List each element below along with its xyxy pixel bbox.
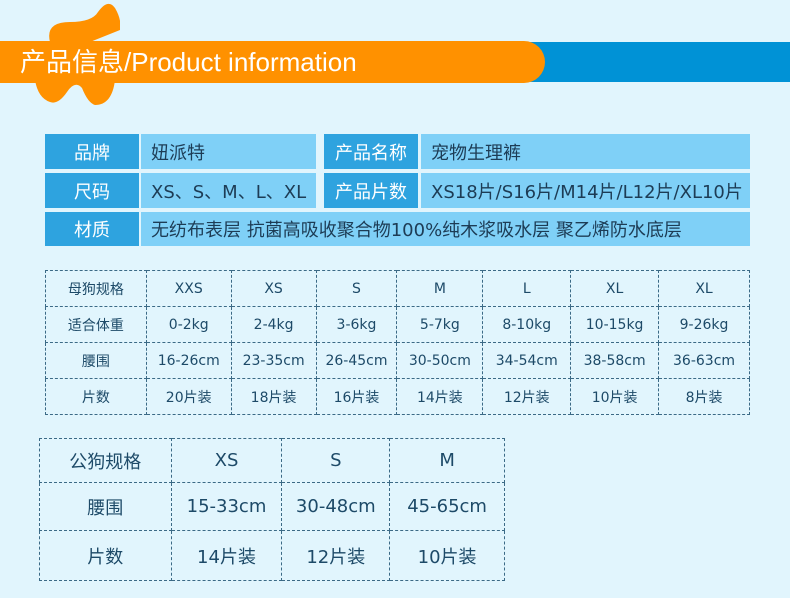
table-cell: 12片装 (482, 378, 572, 415)
table-row: 适合体重 0-2kg 2-4kg 3-6kg 5-7kg 8-10kg 10-15kg 9-2… (45, 306, 750, 343)
table-cell: XS (230, 270, 317, 307)
table-cell: 30-48cm (281, 482, 391, 531)
table-cell: 38-58cm (570, 342, 660, 379)
table-cell: 23-35cm (230, 342, 317, 379)
table-cell: 8片装 (658, 378, 750, 415)
table-cell: 45-65cm (389, 482, 505, 531)
header-orange-band (0, 41, 545, 83)
table-row: 片数 20片装 18片装 16片装 14片装 12片装 10片装 8片装 (45, 378, 750, 415)
row-header-cell: 适合体重 (45, 306, 147, 343)
table-cell: 34-54cm (482, 342, 572, 379)
table-cell: S (281, 438, 391, 483)
table-cell: 0-2kg (145, 306, 232, 343)
table-cell: 12片装 (281, 530, 391, 581)
table-cell: 16片装 (315, 378, 398, 415)
header-blue-band (520, 42, 790, 82)
table-cell: 18片装 (230, 378, 317, 415)
row-header-cell: 母狗规格 (45, 270, 147, 307)
row-header-cell: 腰围 (45, 342, 147, 379)
table-row: 母狗规格 XXS XS S M L XL XL (45, 270, 750, 307)
table-cell: M (396, 270, 484, 307)
table-row: 片数 14片装 12片装 10片装 (39, 530, 505, 581)
table-cell: 14片装 (170, 530, 283, 581)
count-value: XS18片/S16片/M14片/L12片/XL10片 (421, 173, 750, 208)
table-cell: 15-33cm (170, 482, 283, 531)
table-row: 腰围 15-33cm 30-48cm 45-65cm (39, 482, 505, 531)
table-cell: XXS (145, 270, 232, 307)
section-title: 产品信息/Product information (20, 47, 357, 77)
table-cell: L (482, 270, 572, 307)
size-label: 尺码 (45, 173, 139, 208)
table-cell: 26-45cm (315, 342, 398, 379)
table-cell: 8-10kg (482, 306, 572, 343)
product-name-value: 宠物生理裤 (421, 134, 750, 169)
table-cell: M (389, 438, 505, 483)
table-cell: 2-4kg (230, 306, 317, 343)
table-cell: XS (170, 438, 283, 483)
table-cell: 10-15kg (570, 306, 660, 343)
table-cell: 16-26cm (145, 342, 232, 379)
orange-splash-decoration (35, 3, 120, 105)
row-header-cell: 片数 (39, 530, 172, 581)
male-size-table: 公狗规格 XS S M 腰围 15-33cm 30-48cm 45-65cm 片数 14片装 12片… (39, 438, 505, 581)
count-label: 产品片数 (324, 173, 418, 208)
material-value: 无纺布表层 抗菌高吸收聚合物100%纯木浆吸水层 聚乙烯防水底层 (141, 212, 750, 246)
table-row: 腰围 16-26cm 23-35cm 26-45cm 30-50cm 34-54cm 38-… (45, 342, 750, 379)
table-row: 公狗规格 XS S M (39, 438, 505, 483)
table-cell: 30-50cm (396, 342, 484, 379)
female-size-table: 母狗规格 XXS XS S M L XL XL 适合体重 0-2kg 2-4kg 3-6kg 5-7kg… (45, 270, 750, 415)
size-value: XS、S、M、L、XL (141, 173, 316, 208)
brand-label: 品牌 (45, 134, 139, 169)
brand-value: 妞派特 (141, 134, 316, 169)
table-cell: 5-7kg (396, 306, 484, 343)
table-cell: 10片装 (389, 530, 505, 581)
table-cell: 9-26kg (658, 306, 750, 343)
row-header-cell: 腰围 (39, 482, 172, 531)
table-cell: 14片装 (396, 378, 484, 415)
table-cell: 20片装 (145, 378, 232, 415)
table-cell: S (315, 270, 398, 307)
table-cell: 3-6kg (315, 306, 398, 343)
product-name-label: 产品名称 (324, 134, 418, 169)
material-label: 材质 (45, 212, 139, 246)
table-cell: XL (570, 270, 660, 307)
row-header-cell: 片数 (45, 378, 147, 415)
table-cell: 36-63cm (658, 342, 750, 379)
row-header-cell: 公狗规格 (39, 438, 172, 483)
table-cell: XL (658, 270, 750, 307)
table-cell: 10片装 (570, 378, 660, 415)
